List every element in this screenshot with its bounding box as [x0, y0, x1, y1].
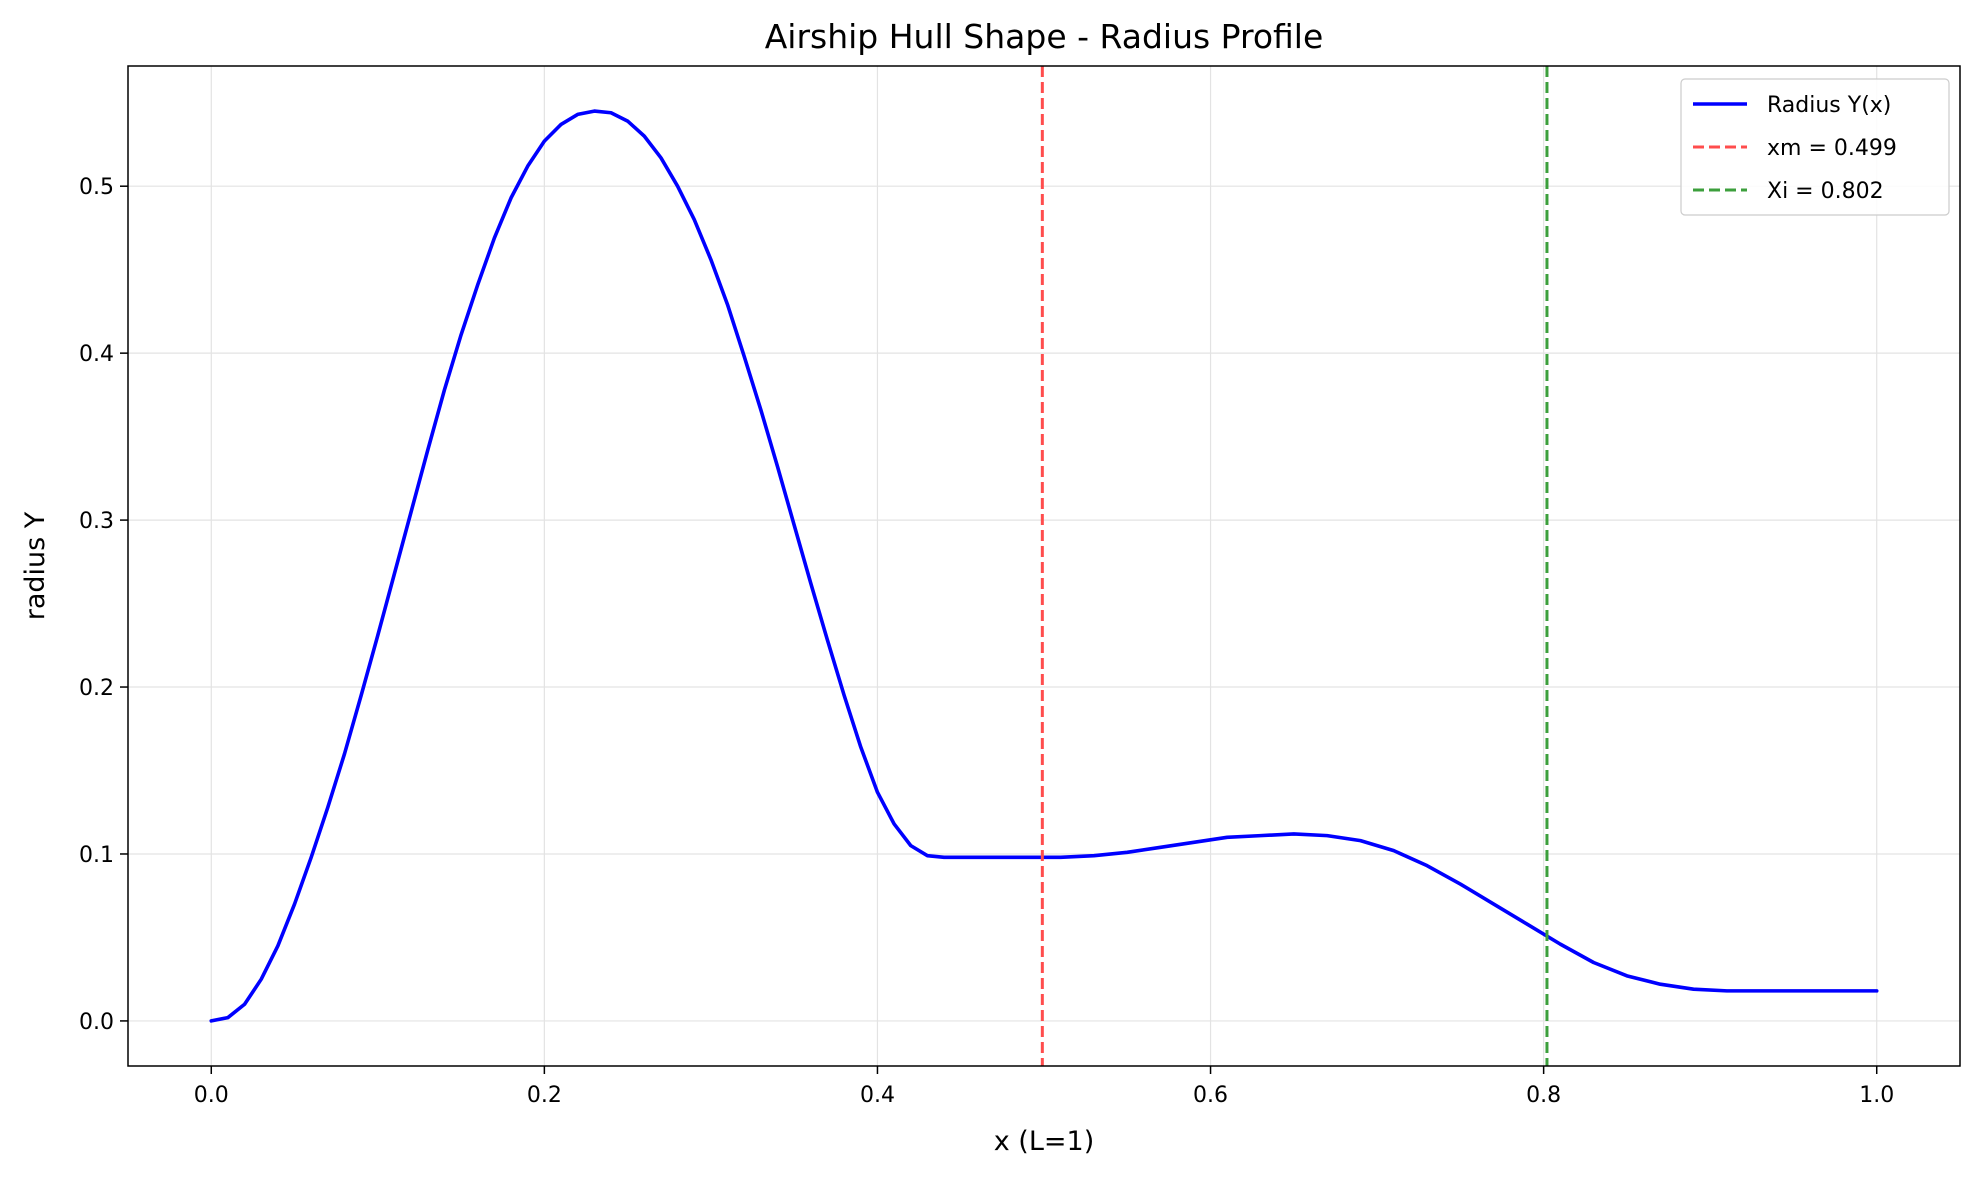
x-tick-label-3: 0.6: [1193, 1083, 1228, 1108]
plot-frame: [127, 65, 1961, 1067]
x-tick-label-5: 1.0: [1859, 1083, 1894, 1108]
x-tick-label-0: 0.0: [194, 1083, 229, 1108]
x-tick-label-4: 0.8: [1526, 1083, 1561, 1108]
axis-ticks: 0.0 0.2 0.4 0.6 0.8 1.0 0.0 0.1 0.2 0.3 0.4 0.5: [79, 175, 1894, 1108]
y-tick-label-2: 0.2: [79, 676, 114, 701]
reference-lines: [1040, 66, 1549, 1066]
legend-entry-xm: xm = 0.499: [1767, 136, 1897, 161]
legend-entry-radius: Radius Y(x): [1767, 93, 1891, 118]
legend: Radius Y(x) xm = 0.499 Xi = 0.802: [1680, 78, 1950, 216]
grid-lines: [128, 66, 1960, 1066]
x-axis-label: x (L=1): [994, 1126, 1094, 1157]
y-axis-label: radius Y: [20, 511, 51, 620]
x-tick-label-1: 0.2: [527, 1083, 562, 1108]
legend-entry-xi: Xi = 0.802: [1767, 179, 1884, 204]
y-tick-label-0: 0.0: [79, 1010, 114, 1035]
legend-box: [1680, 78, 1950, 216]
series-layer: [209, 109, 1879, 1023]
chart-title: Airship Hull Shape - Radius Profile: [765, 17, 1324, 56]
series-line-radius: [209, 109, 1879, 1023]
x-tick-label-2: 0.4: [860, 1083, 895, 1108]
y-tick-label-5: 0.5: [79, 175, 114, 200]
y-tick-label-3: 0.3: [79, 509, 114, 534]
y-tick-label-4: 0.4: [79, 342, 114, 367]
y-tick-label-1: 0.1: [79, 843, 114, 868]
